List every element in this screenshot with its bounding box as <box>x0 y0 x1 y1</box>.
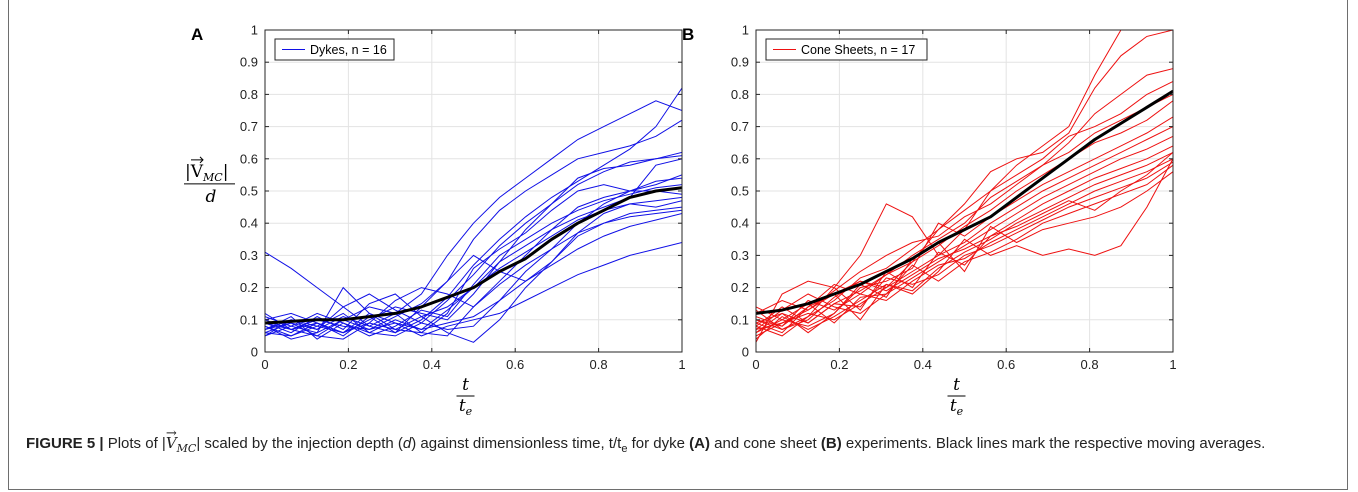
panel-a-ytick-label-3: 0.3 <box>240 248 258 263</box>
panel-b-series-line-16 <box>756 171 1173 334</box>
caption-text-4: for dyke <box>627 435 690 452</box>
panel-b-series-line-3 <box>756 68 1173 334</box>
panel-b-letter: B <box>682 25 694 44</box>
panel-b-series <box>756 30 1173 343</box>
caption-panel-b: (B) <box>820 435 842 452</box>
panel-b-series-line-6 <box>756 100 1173 334</box>
panel-b-ytick-label-8: 0.8 <box>731 87 749 102</box>
panel-b-legend-label: Cone Sheets, n = 17 <box>801 43 915 57</box>
panel-b-series-line-10 <box>756 145 1173 331</box>
panel-a-ytick-label-8: 0.8 <box>240 87 258 102</box>
panel-a-ylabel-denominator: d <box>206 187 217 207</box>
panel-b-xtick-label-5: 1 <box>1169 357 1176 372</box>
panel-b-ytick-label-2: 0.2 <box>731 280 749 295</box>
panel-a-grid <box>264 29 683 353</box>
panel-b-ytick-label-3: 0.3 <box>731 248 749 263</box>
panel-a-ytick-label-0: 0 <box>251 345 258 360</box>
panel-b-xlabel: t te <box>947 375 966 418</box>
caption-text-2: | scaled by the injection depth ( <box>196 435 403 452</box>
panel-b-xtick-label-4: 0.8 <box>1081 357 1099 372</box>
panel-a-series-line-6 <box>265 174 682 340</box>
panel-a-average-line <box>265 186 682 325</box>
panel-a-series-line-2 <box>265 100 682 337</box>
panel-b-series-line-14 <box>756 164 1173 334</box>
panel-b-ytick-label-0: 0 <box>742 345 749 360</box>
panel-b-ytick-label-9: 0.9 <box>731 55 749 70</box>
panel-b-xtick-label-3: 0.6 <box>997 357 1015 372</box>
panel-b-xtick-label-2: 0.4 <box>914 357 932 372</box>
panel-b-series-line-2 <box>756 30 1173 327</box>
panel-b-series-line-7 <box>756 116 1173 327</box>
panel-a-xlabel-denominator: te <box>459 396 473 418</box>
caption-text-3: ) against dimensionless time, t/t <box>411 435 622 452</box>
panel-a-xlabel-numerator: t <box>462 375 469 395</box>
panel-b-ytick-label-7: 0.7 <box>731 119 749 134</box>
panel-a-xtick-label-4: 0.8 <box>590 357 608 372</box>
panel-a-letter: A <box>191 25 203 44</box>
caption-panel-a: (A) <box>689 435 710 452</box>
panel-a-ticks: 0 0.2 0.4 0.6 0.8 1 0 0.1 0.2 0.3 0.4 0.5 0.6 0.7 0.8 0… <box>240 23 686 373</box>
panel-a-series-line-15 <box>265 242 682 337</box>
panel-a-moving-average <box>265 186 682 325</box>
panel-a-xtick-label-0: 0 <box>261 357 268 372</box>
panel-a-ytick-label-7: 0.7 <box>240 119 258 134</box>
panel-b-ytick-label-4: 0.4 <box>731 216 749 231</box>
panel-a-series-line-14 <box>265 213 682 337</box>
panel-b-series-line-12 <box>756 158 1173 327</box>
panel-a-ytick-label-9: 0.9 <box>240 55 258 70</box>
caption-text-5: and cone sheet <box>709 435 821 452</box>
caption-text-6: experiments. Black lines mark the respec… <box>841 435 1266 452</box>
panel-b-series-line-9 <box>756 135 1173 330</box>
figure-svg: 0 0.2 0.4 0.6 0.8 1 0 0.1 0.2 0.3 0.4 0.5 0.6 0.7 0.8 0… <box>184 23 1177 419</box>
figure-caption: FIGURE 5 | Plots of | → VMC| scaled by the… <box>26 426 1326 460</box>
panel-b-xlabel-denominator: te <box>950 396 964 418</box>
caption-depth-symbol: d <box>402 435 412 452</box>
panel-a-series-line-9 <box>265 190 682 337</box>
panel-a-legend: Dykes, n = 16 <box>274 38 395 61</box>
panel-a-ytick-label-1: 0.1 <box>240 312 258 327</box>
panel-a-legend-label: Dykes, n = 16 <box>310 43 387 57</box>
caption-vector-symbol: → VMC <box>165 426 197 455</box>
panel-a-ytick-label-2: 0.2 <box>240 280 258 295</box>
panel-a-xtick-label-2: 0.4 <box>423 357 441 372</box>
panel-a-ytick-label-6: 0.6 <box>240 151 258 166</box>
panel-b-legend: Cone Sheets, n = 17 <box>765 38 928 61</box>
panel-a-series-line-3 <box>265 119 682 331</box>
panel-b-xtick-label-1: 0.2 <box>830 357 848 372</box>
panel-b-ytick-label-5: 0.5 <box>731 184 749 199</box>
figure-frame <box>8 0 1348 490</box>
panel-a-ylabel-numerator: |VMC| <box>185 162 228 184</box>
panel-b-average-line <box>756 89 1173 315</box>
panel-b-series-line-1 <box>756 30 1173 343</box>
panel-a-series-line-1 <box>265 87 682 334</box>
panel-a-ytick-label-4: 0.4 <box>240 216 258 231</box>
panel-b-ticks: 0 0.2 0.4 0.6 0.8 1 0 0.1 0.2 0.3 0.4 0.5 0.6 0.7 0.8 0… <box>731 23 1177 373</box>
panel-b-ytick-label-6: 0.6 <box>731 151 749 166</box>
panel-b-xtick-label-0: 0 <box>752 357 759 372</box>
panel-a: 0 0.2 0.4 0.6 0.8 1 0 0.1 0.2 0.3 0.4 0.5 0.6 0.7 0.8 0… <box>184 23 686 418</box>
panel-a-xlabel: t te <box>456 375 475 418</box>
panel-a-series-line-12 <box>265 206 682 337</box>
panel-a-ytick-label-10: 1 <box>251 23 258 38</box>
panel-b-series-line-17 <box>756 158 1173 330</box>
panel-b-xlabel-numerator: t <box>953 375 960 395</box>
panel-a-xtick-label-3: 0.6 <box>506 357 524 372</box>
panel-b-ytick-label-1: 0.1 <box>731 312 749 327</box>
panel-a-series-line-5 <box>265 155 682 334</box>
panel-b-series-line-4 <box>756 81 1173 337</box>
panel-a-ytick-label-5: 0.5 <box>240 184 258 199</box>
panel-b-series-line-11 <box>756 151 1173 340</box>
panel-b: 0 0.2 0.4 0.6 0.8 1 0 0.1 0.2 0.3 0.4 0.5 0.6 0.7 0.8 0… <box>682 23 1177 419</box>
panel-a-series-line-4 <box>265 151 682 337</box>
panel-a-xtick-label-5: 1 <box>678 357 685 372</box>
panel-a-ylabel: |VMC| d <box>184 156 235 207</box>
panel-b-ytick-label-10: 1 <box>742 23 749 38</box>
panel-b-series-line-13 <box>756 161 1173 327</box>
caption-text-1: Plots of | <box>103 435 166 452</box>
panel-b-series-line-8 <box>756 126 1173 337</box>
caption-text-3-sub: e <box>621 443 628 455</box>
panel-b-moving-average <box>756 89 1173 315</box>
panel-a-xtick-label-1: 0.2 <box>339 357 357 372</box>
caption-figure-label: FIGURE 5 | <box>26 435 104 452</box>
